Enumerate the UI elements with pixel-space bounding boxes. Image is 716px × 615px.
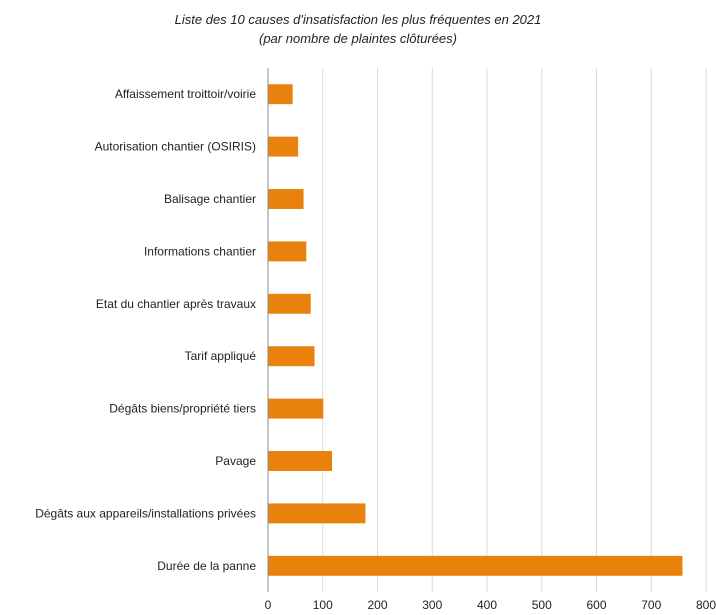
category-label: Etat du chantier après travaux [96,297,256,311]
x-tick-label: 200 [367,598,387,612]
bar [268,293,311,314]
x-tick-label: 400 [477,598,497,612]
bar [268,241,307,262]
bar [268,451,333,471]
category-label: Autorisation chantier (OSIRIS) [95,140,256,154]
category-label: Tarif appliqué [185,349,257,363]
x-tick-label: 700 [641,598,661,612]
x-tick-label: 800 [696,598,716,612]
x-tick-label: 0 [265,598,272,612]
bars [268,84,683,576]
x-tick-label: 300 [422,598,442,612]
x-tick-label: 100 [313,598,333,612]
grid-lines [322,68,707,592]
chart-title: Liste des 10 causes d'insatisfaction les… [175,12,542,27]
category-label: Affaissement troittoir/voirie [115,87,256,101]
category-label: Dégâts aux appareils/installations privé… [35,506,256,520]
bar [268,84,293,105]
bar [268,189,304,209]
category-label: Pavage [215,454,256,468]
category-label: Dégâts biens/propriété tiers [109,402,256,416]
category-label: Durée de la panne [157,559,256,573]
bar [268,555,683,576]
bar [268,398,324,419]
bar [268,346,315,367]
category-label: Balisage chantier [164,192,256,206]
bar [268,503,366,524]
x-tick-labels: 0 100 200 300 400 500 600 700 800 [265,598,716,612]
x-tick-label: 600 [586,598,606,612]
bar [268,136,299,157]
x-tick-label: 500 [532,598,552,612]
category-label: Informations chantier [144,244,256,258]
chart-subtitle: (par nombre de plaintes clôturées) [259,31,457,46]
category-labels: Affaissement troittoir/voirie Autorisatio… [35,87,256,573]
